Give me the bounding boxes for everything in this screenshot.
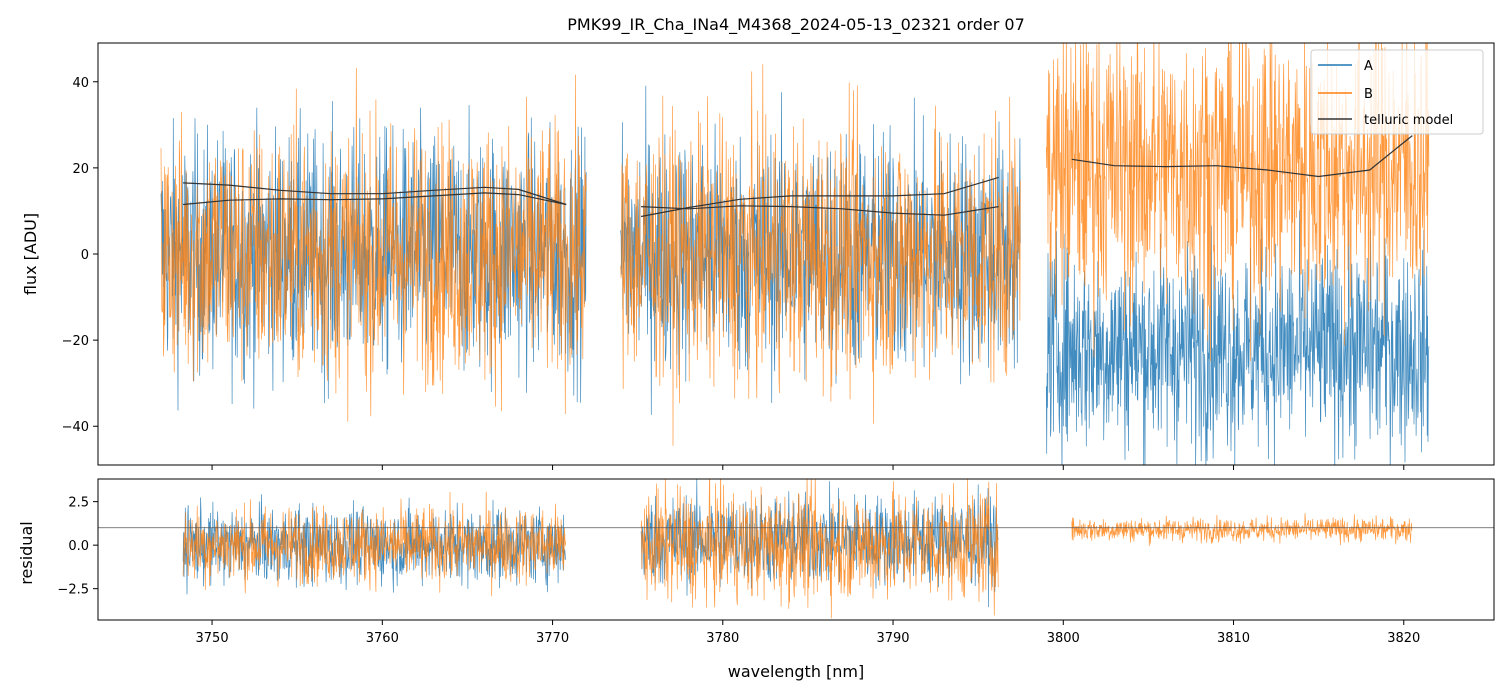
legend-label-telluric: telluric model (1364, 113, 1453, 128)
flux-panel: −40 −20 0 20 40 flux [ADU] A B telluric mode… (21, 42, 1495, 470)
x-tick-label: 3800 (1047, 631, 1080, 646)
residual-series-a-segment-1 (182, 494, 567, 595)
residual-y-tick-label: 0.0 (68, 539, 89, 554)
flux-series-a-segment-1 (160, 101, 587, 411)
flux-y-tick-label: 40 (72, 76, 89, 91)
flux-y-tick-label: 0 (81, 248, 89, 263)
residual-series-b-segment-2 (640, 479, 999, 619)
x-axis-label: wavelength [nm] (728, 662, 865, 681)
x-tick-label: 3810 (1217, 631, 1250, 646)
residual-y-tick-label: −2.5 (57, 583, 89, 598)
telluric-model-line-3 (641, 205, 999, 216)
legend-label-b: B (1364, 87, 1373, 102)
residual-plot-area (98, 479, 1494, 619)
residual-x-ticks: 3750 3760 3770 3780 3790 3800 3810 3820 (196, 620, 1420, 646)
chart-title: PMK99_IR_Cha_INa4_M4368_2024-05-13_02321… (567, 15, 1025, 35)
legend: A B telluric model (1310, 49, 1484, 135)
flux-series-a-segment-2 (620, 85, 1021, 415)
flux-y-axis-label: flux [ADU] (21, 213, 40, 295)
residual-y-axis-label: residual (17, 521, 36, 584)
x-tick-label: 3780 (706, 631, 739, 646)
x-tick-label: 3760 (366, 631, 399, 646)
x-tick-label: 3790 (876, 631, 909, 646)
residual-series-a-segment-2 (640, 479, 999, 608)
telluric-model-line-5 (1071, 135, 1413, 178)
flux-y-tick-label: −40 (62, 420, 89, 435)
flux-series-b-segment-1 (160, 67, 587, 422)
flux-x-ticks (211, 465, 1405, 470)
flux-series-a-segment-3 (1045, 210, 1430, 465)
telluric-model-line-2 (183, 182, 567, 206)
telluric-model-line-1 (183, 192, 567, 206)
flux-series-b-segment-2 (620, 64, 1021, 446)
telluric-model-line-4 (640, 176, 999, 218)
residual-series-b-segment-3 (1071, 513, 1413, 547)
flux-y-tick-label: −20 (62, 334, 89, 349)
flux-plot-area (160, 43, 1430, 465)
legend-label-a: A (1364, 59, 1373, 74)
x-tick-label: 3770 (536, 631, 569, 646)
residual-axes-frame (97, 478, 1495, 621)
flux-y-tick-label: 20 (72, 162, 89, 177)
flux-y-ticks: −40 −20 0 20 40 (62, 76, 98, 435)
residual-y-tick-label: 2.5 (68, 496, 89, 511)
residual-panel: −2.50.02.5 3750 3760 3770 3780 3790 3800 3810 3… (17, 478, 1495, 681)
residual-y-ticks: −2.5 0.0 2.5 (57, 496, 98, 598)
residual-series-b-segment-1 (182, 491, 567, 597)
legend-frame (1310, 49, 1484, 135)
flux-series-b-segment-3 (1045, 43, 1430, 362)
x-tick-label: 3750 (196, 631, 229, 646)
x-tick-label: 3820 (1387, 631, 1420, 646)
